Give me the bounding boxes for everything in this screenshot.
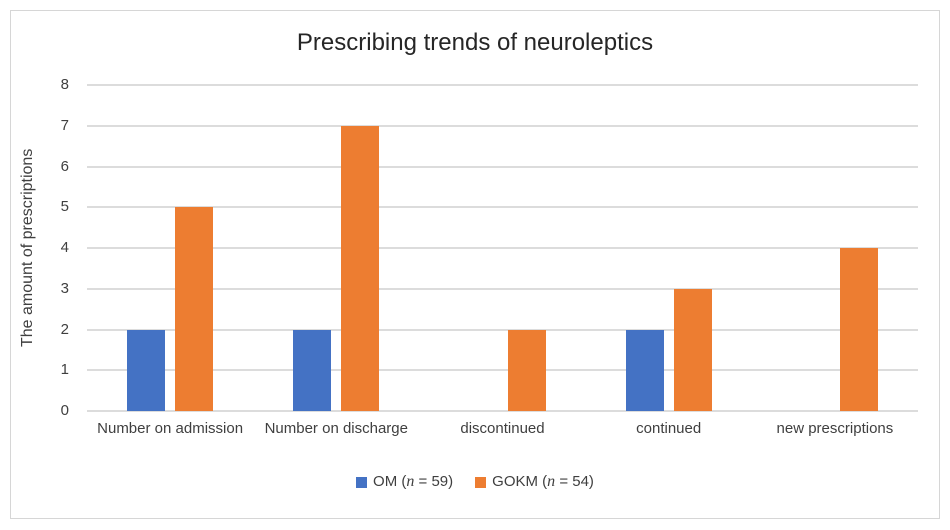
y-gridline <box>87 165 918 168</box>
legend: OM (n = 59) GOKM (n = 54) <box>11 473 939 491</box>
legend-item-om: OM (n = 59) <box>356 473 453 491</box>
y-tick-label: 1 <box>60 361 69 379</box>
y-gridline <box>87 287 918 290</box>
y-gridline <box>87 410 918 412</box>
y-tick-label: 6 <box>60 157 69 175</box>
y-gridline <box>87 328 918 331</box>
chart-title: Prescribing trends of neuroleptics <box>296 29 654 56</box>
x-category-label: discontinued <box>460 420 545 437</box>
bar-gokm <box>507 329 546 411</box>
bar-gokm <box>673 288 712 411</box>
bar-gokm <box>839 248 878 411</box>
x-category-label: Number on admission <box>97 420 244 437</box>
y-tick-label: 2 <box>60 320 69 338</box>
plot-area: 0 1 2 3 4 5 6 7 8 Number on admission Number on di… <box>61 76 918 437</box>
y-tick-label: 8 <box>60 76 69 93</box>
y-gridline <box>87 206 918 209</box>
y-tick-label: 5 <box>60 198 69 216</box>
y-gridline <box>87 247 918 249</box>
legend-swatch-gokm-icon <box>475 476 487 488</box>
chart-frame: Prescribing trends of neuroleptics The a… <box>10 10 940 519</box>
bar-gokm <box>175 207 214 411</box>
y-tick-label: 0 <box>60 402 69 419</box>
legend-item-gokm: GOKM (n = 54) <box>475 473 594 491</box>
y-gridline <box>87 124 918 127</box>
y-gridline <box>87 84 918 86</box>
legend-swatch-om-icon <box>356 476 368 488</box>
bar-om <box>293 329 332 411</box>
bar-om <box>127 329 166 411</box>
y-gridline <box>87 369 918 372</box>
x-category-label: continued <box>636 420 702 437</box>
x-category-label: new prescriptions <box>776 420 894 437</box>
legend-label-gokm: GOKM (n = 54) <box>492 473 594 490</box>
y-tick-label: 3 <box>60 279 69 297</box>
y-tick-label: 4 <box>60 239 69 256</box>
bar-om <box>625 329 664 411</box>
x-category-label: Number on discharge <box>264 420 408 437</box>
y-tick-label: 7 <box>60 116 69 134</box>
bar-gokm <box>341 125 380 411</box>
legend-label-om: OM (n = 59) <box>373 473 454 490</box>
